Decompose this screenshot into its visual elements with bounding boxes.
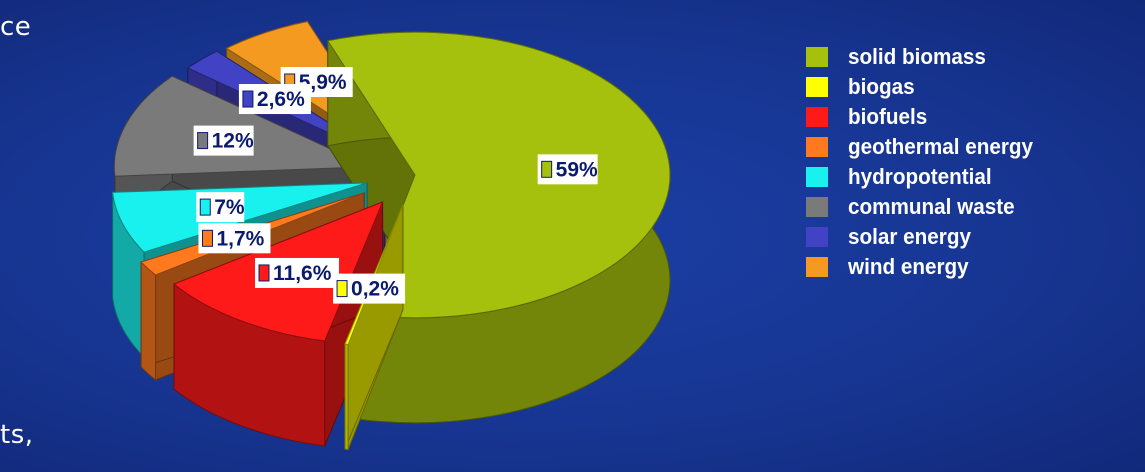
data-label-geothermal-energy: 1,7% [198, 223, 271, 254]
legend-item-solid-biomass: solid biomass [806, 42, 1045, 72]
legend-label: solid biomass [848, 44, 986, 69]
data-label-key [197, 132, 209, 150]
legend-label: communal waste [848, 194, 1015, 219]
data-label-text: 11,6% [273, 262, 332, 285]
legend-item-hydropotential: hydropotential [806, 162, 1045, 192]
data-label-key [541, 160, 553, 178]
legend-swatch [806, 137, 828, 157]
legend-label: hydropotential [848, 164, 992, 189]
legend-label: wind energy [848, 254, 969, 279]
slice-rim [140, 260, 157, 382]
legend-item-biogas: biogas [806, 72, 1045, 102]
data-label-hydropotential: 7% [196, 192, 245, 223]
data-label-text: 1,7% [216, 227, 264, 250]
slice-top [326, 31, 671, 319]
chart-legend: solid biomass biogas biofuels geothermal en… [806, 42, 1045, 282]
data-label-key [201, 229, 213, 247]
legend-label: biogas [848, 74, 915, 99]
text-fragment-top: ce [0, 12, 32, 42]
data-label-key [336, 280, 348, 298]
text-fragment-bottom: ts, [0, 420, 34, 450]
data-label-text: 0,2% [351, 278, 399, 301]
data-label-text: 12% [212, 130, 254, 153]
data-label-key [258, 264, 270, 282]
data-label-solid-biomass: 59% [537, 154, 598, 185]
legend-swatch [806, 197, 828, 217]
data-label-text: 59% [556, 158, 598, 181]
data-label-key [242, 90, 254, 108]
legend-item-biofuels: biofuels [806, 102, 1045, 132]
data-label-biogas: 0,2% [333, 273, 406, 304]
data-label-text: 7% [214, 196, 245, 219]
legend-item-communal-waste: communal waste [806, 192, 1045, 222]
legend-label: biofuels [848, 104, 928, 129]
legend-swatch [806, 227, 828, 247]
data-label-solar-energy: 2,6% [238, 84, 311, 115]
data-label-communal-waste: 12% [193, 125, 254, 156]
legend-item-wind-energy: wind energy [806, 252, 1045, 282]
slice-rim [344, 343, 349, 451]
legend-label: solar energy [848, 224, 971, 249]
legend-label: geothermal energy [848, 134, 1034, 159]
legend-swatch [806, 257, 828, 277]
data-label-key [199, 198, 211, 216]
legend-swatch [806, 167, 828, 187]
legend-item-geothermal-energy: geothermal energy [806, 132, 1045, 162]
labels-layer: 5,9%2,6%12%59%7%1,7%11,6%0,2% [193, 66, 598, 304]
legend-swatch [806, 107, 828, 127]
slices-layer [112, 19, 671, 451]
legend-swatch [806, 77, 828, 97]
legend-swatch [806, 47, 828, 67]
data-label-text: 2,6% [257, 88, 305, 111]
legend-item-solar-energy: solar energy [806, 222, 1045, 252]
data-label-biofuels: 11,6% [255, 257, 340, 288]
